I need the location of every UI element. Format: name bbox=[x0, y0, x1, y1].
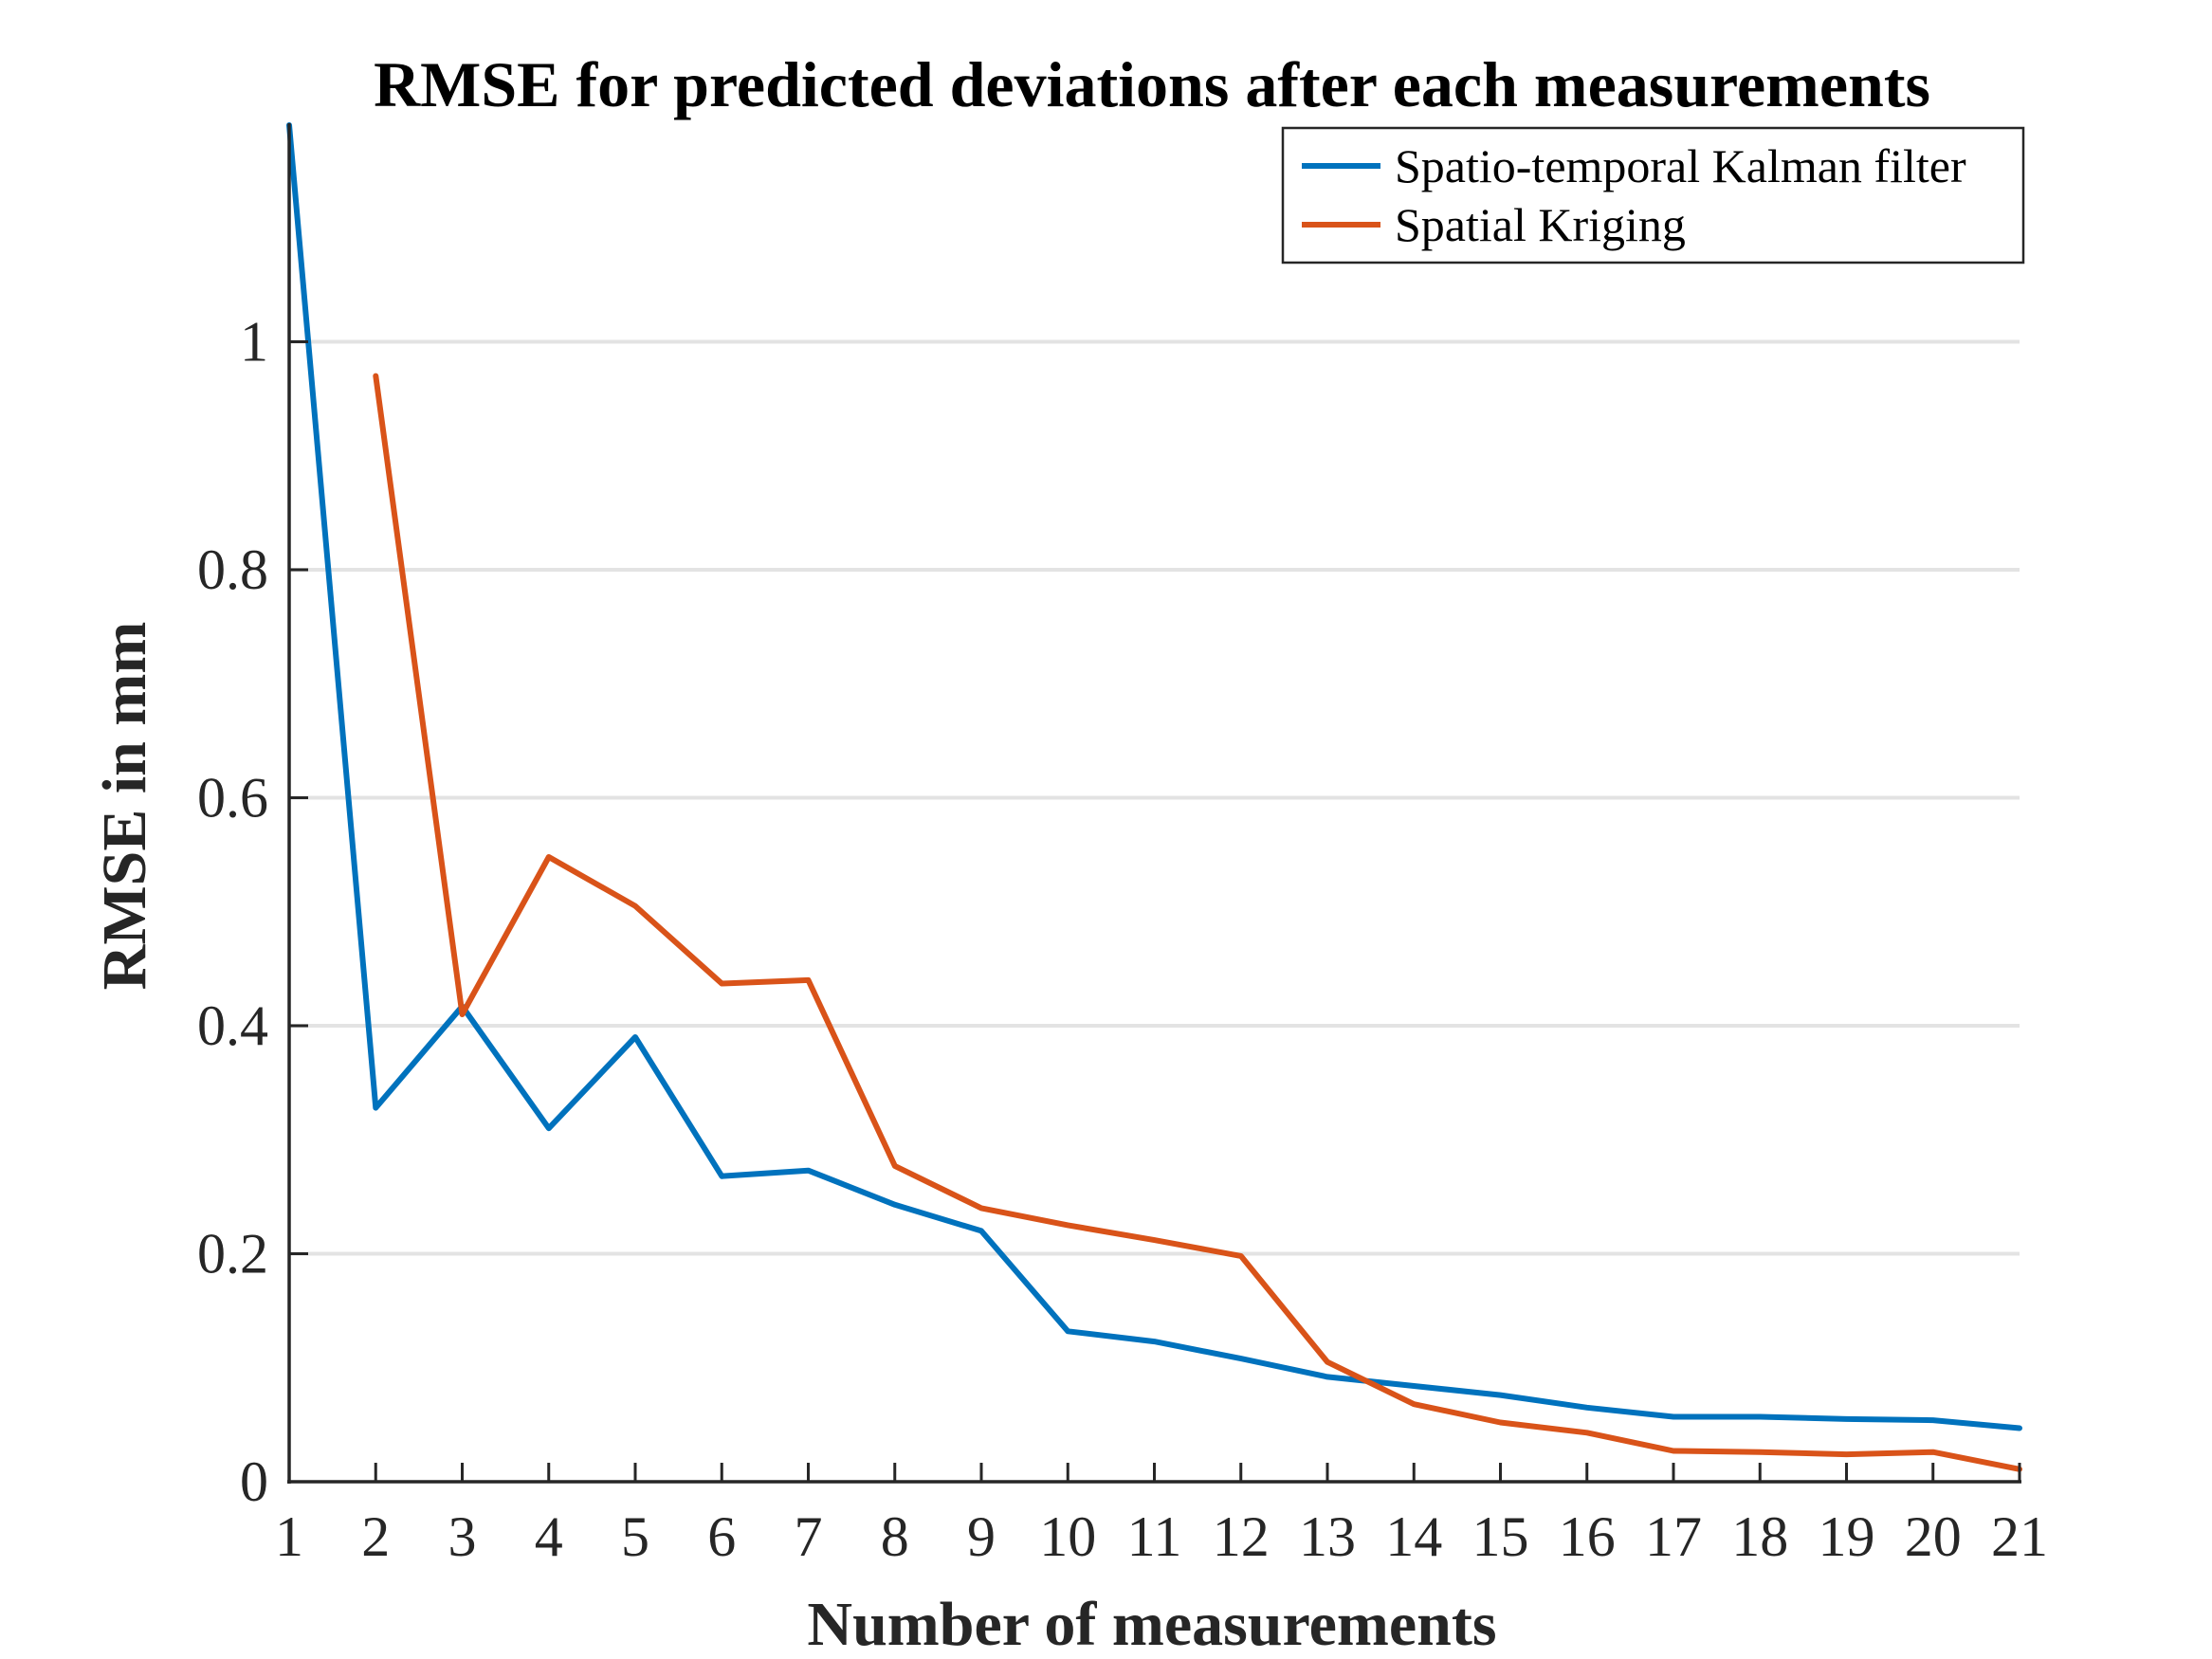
x-axis-label: Number of measurements bbox=[807, 1590, 1496, 1659]
x-tick-label-2: 3 bbox=[448, 1505, 477, 1568]
x-tick-label-1: 2 bbox=[361, 1505, 390, 1568]
x-tick-label-10: 11 bbox=[1127, 1505, 1182, 1568]
x-tick-label-3: 4 bbox=[535, 1505, 563, 1568]
tick-labels: 1 2 3 4 5 6 7 8 9 10 11 12 13 14 15 16 17 18 19 20 2100.20.4… bbox=[197, 310, 2048, 1568]
y-tick-label-2: 0.4 bbox=[197, 994, 268, 1057]
grid-lines bbox=[289, 339, 2020, 1256]
x-tick-label-16: 17 bbox=[1645, 1505, 1702, 1568]
x-tick-label-15: 16 bbox=[1559, 1505, 1616, 1568]
y-axis-label: RMSE in mm bbox=[90, 622, 159, 991]
y-tick-label-5: 1 bbox=[240, 310, 268, 373]
x-tick-label-5: 6 bbox=[707, 1505, 736, 1568]
x-tick-label-17: 18 bbox=[1731, 1505, 1788, 1568]
series-line-1 bbox=[373, 373, 2022, 1472]
legend-label-kriging: Spatial Kriging bbox=[1395, 198, 1686, 251]
x-tick-label-4: 5 bbox=[621, 1505, 649, 1568]
x-tick-label-7: 8 bbox=[881, 1505, 909, 1568]
x-tick-label-13: 14 bbox=[1385, 1505, 1442, 1568]
chart-title: RMSE for predicted deviations after each… bbox=[374, 48, 1930, 120]
y-tick-label-3: 0.6 bbox=[197, 766, 268, 829]
x-tick-label-12: 13 bbox=[1299, 1505, 1356, 1568]
x-tick-label-19: 20 bbox=[1905, 1505, 1962, 1568]
x-tick-label-6: 7 bbox=[795, 1505, 823, 1568]
x-tick-label-9: 10 bbox=[1039, 1505, 1096, 1568]
axes bbox=[287, 123, 2021, 1484]
legend: Spatio-temporal Kalman filter Spatial Kr… bbox=[1281, 126, 2025, 264]
x-tick-label-20: 21 bbox=[1991, 1505, 2048, 1568]
y-tick-label-0: 0 bbox=[240, 1450, 268, 1513]
legend-box bbox=[1281, 126, 2025, 264]
legend-label-kalman: Spatio-temporal Kalman filter bbox=[1395, 139, 1966, 192]
x-tick-label-8: 9 bbox=[967, 1505, 996, 1568]
series-line-0 bbox=[286, 122, 2022, 1431]
y-tick-label-1: 0.2 bbox=[197, 1222, 268, 1285]
x-tick-label-0: 1 bbox=[275, 1505, 303, 1568]
y-tick-label-4: 0.8 bbox=[197, 538, 268, 601]
x-tick-label-14: 15 bbox=[1472, 1505, 1529, 1568]
series-layer bbox=[286, 122, 2022, 1472]
x-tick-label-18: 19 bbox=[1819, 1505, 1875, 1568]
x-tick-label-11: 12 bbox=[1213, 1505, 1270, 1568]
